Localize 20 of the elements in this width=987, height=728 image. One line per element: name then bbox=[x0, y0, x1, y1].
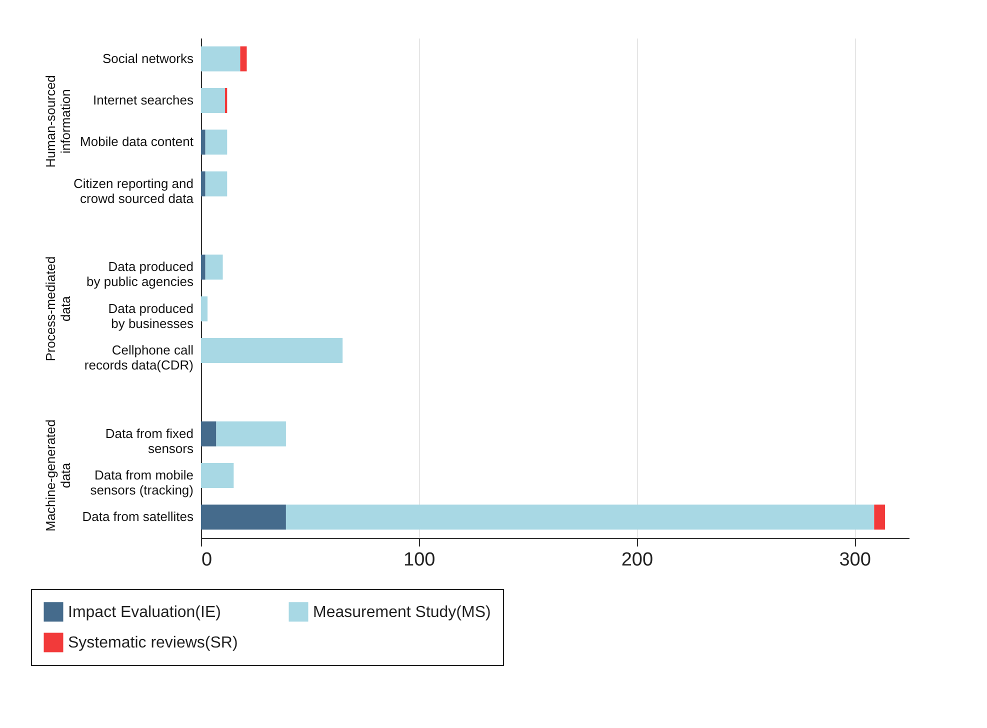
legend-label: Systematic reviews(SR) bbox=[68, 634, 238, 652]
text: Process-mediated data bbox=[43, 256, 73, 362]
y-tick-label: Data from fixed sensors bbox=[105, 426, 194, 456]
text: Machine-generated data bbox=[43, 419, 73, 532]
x-tick-label: 300 bbox=[839, 550, 871, 570]
x-tick-label: 100 bbox=[403, 550, 436, 570]
text: Human-sourced information bbox=[43, 75, 73, 168]
y-tick-label: Citizen reporting and crowd sourced data bbox=[74, 176, 194, 206]
y-tick-label: Mobile data content bbox=[80, 134, 194, 150]
legend-label: Impact Evaluation(IE) bbox=[68, 604, 221, 621]
x-tick-label: 0 bbox=[202, 550, 212, 570]
y-tick-label: Data produced by public agencies bbox=[86, 259, 194, 290]
y-tick-label: Internet searches bbox=[93, 92, 194, 108]
y-tick-label: Cellphone call records data(CDR) bbox=[84, 342, 194, 372]
y-tick-label: Data from mobile sensors (tracking) bbox=[90, 468, 194, 498]
y-tick-label: Data from satellites bbox=[82, 509, 194, 524]
y-tick-label: Social networks bbox=[102, 50, 194, 66]
x-tick-label: 200 bbox=[621, 550, 654, 570]
legend-label: Measurement Study(MS) bbox=[313, 604, 491, 621]
y-tick-label: Data produced by businesses bbox=[108, 300, 194, 331]
